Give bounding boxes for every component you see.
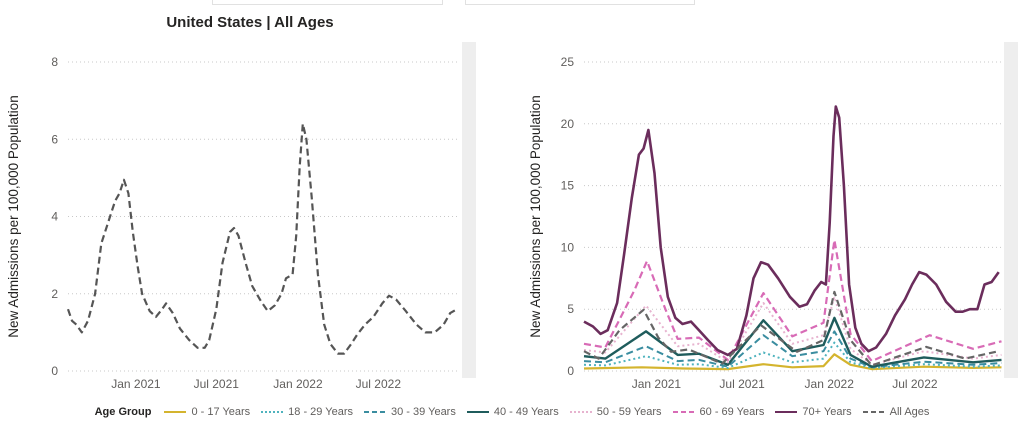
y-tick-label: 2 <box>51 287 58 301</box>
legend-item[interactable]: All Ages <box>862 406 930 418</box>
legend-swatch <box>569 411 592 413</box>
chart-title: United States | All Ages <box>166 14 334 31</box>
y-tick-label: 10 <box>561 240 575 254</box>
y-tick-label: 5 <box>567 302 574 316</box>
x-tick-label: Jul 2021 <box>719 377 765 391</box>
legend-item[interactable]: 30 - 39 Years <box>363 406 456 418</box>
filter-slicer-right[interactable] <box>465 0 695 5</box>
filter-slicer-left[interactable] <box>212 0 443 5</box>
legend-label: 40 - 49 Years <box>493 406 559 418</box>
legend-label: 30 - 39 Years <box>391 406 456 418</box>
legend-label: 0 - 17 Years <box>191 406 251 418</box>
y-tick-label: 20 <box>561 117 575 131</box>
scrollbar-track <box>1004 42 1018 378</box>
legend-item[interactable]: 50 - 59 Years <box>569 406 662 418</box>
y-tick-label: 4 <box>51 210 58 224</box>
series-line-all-ages <box>66 122 458 355</box>
y-axis-label: New Admissions per 100,000 Population <box>6 95 21 337</box>
x-tick-label: Jul 2022 <box>892 377 938 391</box>
legend-item[interactable]: 60 - 69 Years <box>672 406 765 418</box>
series-line-30-39-years <box>583 330 1002 369</box>
legend-label: 70+ Years <box>802 406 852 418</box>
legend-swatch <box>164 411 187 413</box>
x-tick-label: Jan 2022 <box>273 377 323 391</box>
y-tick-label: 0 <box>51 364 58 378</box>
x-tick-label: Jul 2022 <box>356 377 402 391</box>
legend-swatch <box>261 411 284 413</box>
x-tick-label: Jan 2022 <box>805 377 855 391</box>
y-tick-label: 15 <box>561 179 575 193</box>
legend-label: 60 - 69 Years <box>699 406 765 418</box>
legend-item[interactable]: 18 - 29 Years <box>260 406 353 418</box>
legend-swatch <box>862 411 885 413</box>
y-tick-label: 25 <box>561 55 575 69</box>
y-tick-label: 0 <box>567 364 574 378</box>
x-tick-label: Jan 2021 <box>111 377 161 391</box>
legend-label: All Ages <box>889 406 930 418</box>
series-line-40-49-years <box>583 316 1002 368</box>
y-tick-label: 6 <box>51 132 58 146</box>
chart-legend: Age Group 0 - 17 Years 18 - 29 Years 30 - … <box>0 403 1024 421</box>
all-ages-line-chart: 0 2 4 6 8 Jan 2021 Jul 2021 Jan 2022 Jul 2022 New… <box>6 42 476 391</box>
legend-swatch <box>466 411 489 413</box>
legend-label: 50 - 59 Years <box>596 406 662 418</box>
scrollbar-track <box>462 42 476 378</box>
legend-swatch <box>364 411 387 413</box>
legend-item[interactable]: 40 - 49 Years <box>466 406 559 418</box>
legend-label: 18 - 29 Years <box>288 406 354 418</box>
series-line-70-years <box>583 105 1000 357</box>
legend-item[interactable]: 70+ Years <box>774 406 852 418</box>
series-line-18-29-years <box>583 341 1002 369</box>
series-line-0-17-years <box>583 353 1002 371</box>
x-tick-label: Jan 2021 <box>632 377 682 391</box>
legend-swatch <box>672 411 695 413</box>
y-tick-label: 8 <box>51 55 58 69</box>
legend-swatch <box>775 411 798 413</box>
series-line-60-69-years <box>583 238 1002 363</box>
y-axis-label: New Admissions per 100,000 Population <box>528 95 543 337</box>
x-tick-label: Jul 2021 <box>194 377 240 391</box>
series-line-50-59-years <box>583 295 1002 366</box>
series-line-all-ages <box>583 290 999 367</box>
age-group-line-chart: 0 5 10 15 20 25 Jan 2021 Jul 2021 Jan 2022 Jul 20… <box>528 42 1018 391</box>
legend-item[interactable]: 0 - 17 Years <box>163 406 250 418</box>
legend-title: Age Group <box>94 406 152 418</box>
